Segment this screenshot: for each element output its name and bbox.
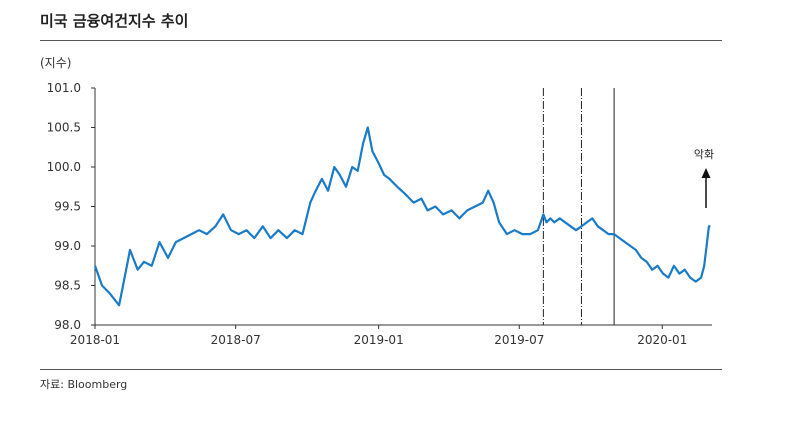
y-axis-unit-label: (지수) <box>40 56 71 70</box>
bottom-divider <box>40 369 722 370</box>
x-tick-label: 2018-07 <box>211 333 261 347</box>
y-tick-label: 100.0 <box>47 160 81 174</box>
event-lines <box>542 88 615 325</box>
chart-title: 미국 금융여건지수 추이 <box>40 12 189 30</box>
x-tick-label: 2018-01 <box>70 333 120 347</box>
x-tick-label: 2020-01 <box>637 333 687 347</box>
x-tick-label: 2019-07 <box>494 333 544 347</box>
y-axis-ticks: 101.0 100.5 100.0 99.5 99.0 98.5 98.0 <box>47 81 95 332</box>
y-tick-label: 98.0 <box>54 318 81 332</box>
series-line <box>93 126 711 307</box>
y-tick-label: 101.0 <box>47 81 81 95</box>
y-tick-label: 100.5 <box>47 121 81 135</box>
x-tick-label: 2019-01 <box>354 333 404 347</box>
y-tick-label: 98.5 <box>54 279 81 293</box>
y-tick-label: 99.5 <box>54 200 81 214</box>
y-tick-label: 99.0 <box>54 239 81 253</box>
source-note: 자료: Bloomberg <box>40 378 128 391</box>
up-arrow-icon <box>701 168 711 208</box>
top-divider <box>40 40 722 41</box>
x-axis-ticks: 2018-01 2018-07 2019-01 2019-07 2020-01 <box>70 325 687 347</box>
deterioration-annotation: 악화 <box>694 148 714 161</box>
